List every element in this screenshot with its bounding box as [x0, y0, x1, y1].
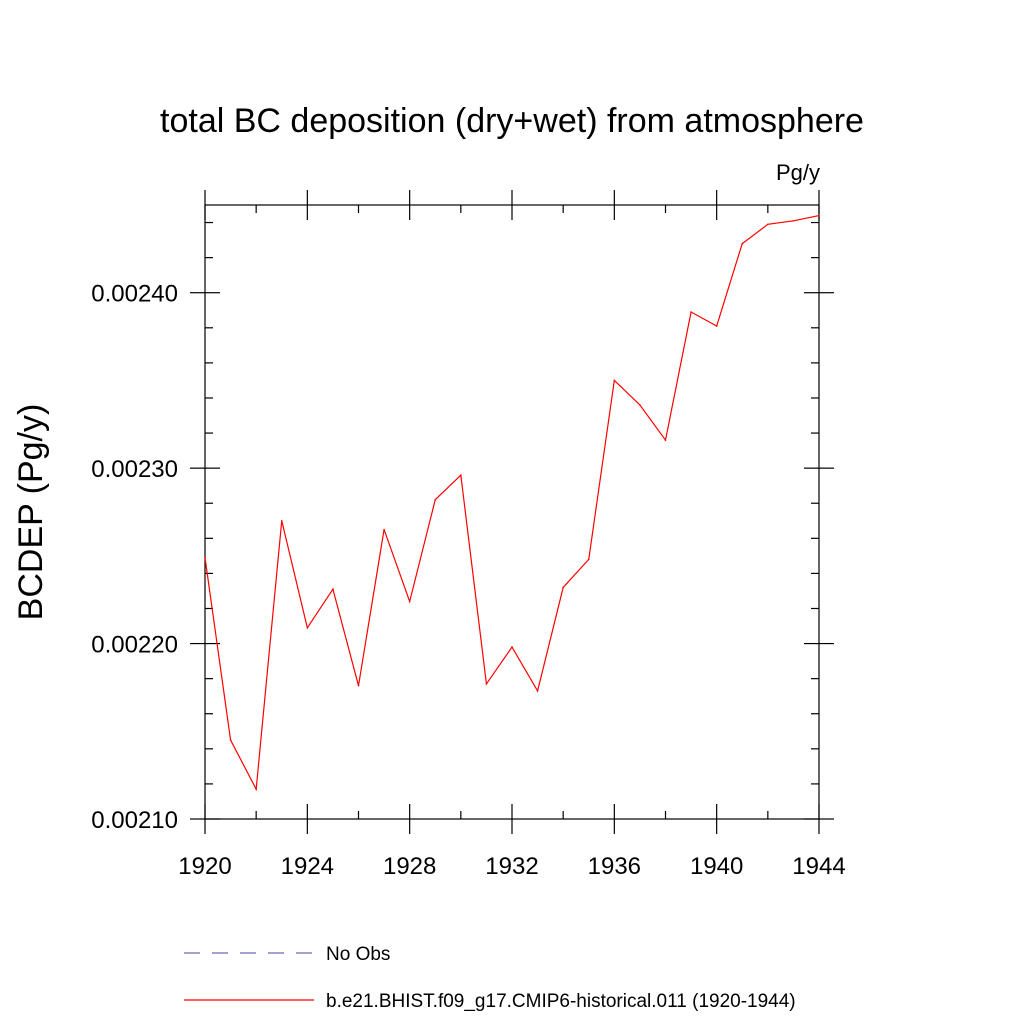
- data-point: [229, 739, 232, 741]
- data-point: [562, 586, 564, 589]
- x-tick-label: 1932: [485, 853, 538, 880]
- y-tick-label: 0.00210: [91, 807, 178, 834]
- y-tick-label: 0.00240: [91, 281, 178, 308]
- legend-label: No Obs: [326, 944, 390, 965]
- y-axis-ticks: 0.00210 0.00220 0.00230 0.00240: [91, 221, 834, 834]
- y-tick-label: 0.00220: [91, 632, 178, 659]
- data-point: [818, 214, 820, 217]
- data-point: [485, 683, 488, 685]
- data-point: [434, 498, 437, 501]
- x-tick-label: 1920: [178, 853, 231, 880]
- data-point: [383, 528, 385, 531]
- data-point: [639, 404, 641, 406]
- data-point: [306, 626, 309, 629]
- data-point: [767, 223, 769, 226]
- data-point: [255, 788, 257, 790]
- legend-label: b.e21.BHIST.f09_g17.CMIP6-historical.011…: [326, 991, 796, 1012]
- data-point: [690, 311, 692, 313]
- x-axis-ticks: 1920 1924 1928 1932 1936 1940 1944: [178, 190, 846, 880]
- data-point: [357, 684, 360, 687]
- y-axis-label: BCDEP (Pg/y): [12, 404, 50, 621]
- x-tick-label: 1924: [281, 853, 334, 880]
- units-label: Pg/y: [776, 160, 820, 185]
- data-point: [460, 474, 462, 476]
- data-point: [204, 556, 206, 559]
- x-tick-label: 1928: [383, 853, 436, 880]
- plot-frame: [204, 204, 820, 820]
- y-tick-label: 0.00230: [91, 456, 178, 483]
- data-point: [613, 379, 616, 382]
- x-tick-label: 1944: [792, 853, 845, 880]
- data-point: [664, 439, 667, 441]
- series-line: [204, 214, 820, 792]
- legend: No Obs b.e21.BHIST.f09_g17.CMIP6-historic…: [184, 944, 796, 1012]
- data-point: [715, 325, 718, 327]
- data-point: [741, 242, 744, 245]
- x-tick-label: 1936: [588, 853, 641, 880]
- chart-title: total BC deposition (dry+wet) from atmos…: [160, 102, 864, 140]
- data-point: [511, 646, 513, 648]
- data-point: [587, 558, 590, 561]
- data-point: [408, 600, 411, 603]
- x-tick-label: 1940: [690, 853, 743, 880]
- data-point: [332, 588, 334, 590]
- series-layer: [204, 214, 820, 792]
- data-point: [280, 519, 283, 522]
- data-point: [792, 219, 795, 222]
- data-point: [536, 690, 539, 692]
